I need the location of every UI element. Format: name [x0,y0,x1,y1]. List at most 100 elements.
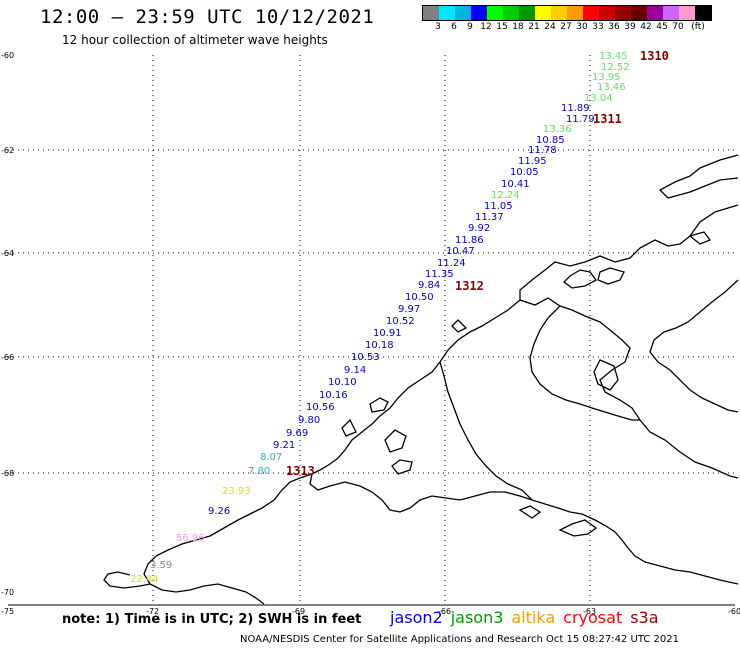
color-scale-label: 21 [528,22,540,32]
satellite-legend-item: cryosat [563,608,623,627]
wave-height-label: 13.95 [592,72,621,83]
color-swatch [663,6,679,20]
color-swatch [695,6,711,20]
wave-height-label: 9.14 [344,365,366,376]
wave-height-labels: 13.4512.5213.9513.4613.0411.8911.7913.36… [130,51,630,585]
wave-height-label: 13.45 [599,51,628,62]
wave-height-label: 10.53 [351,352,380,363]
color-swatch [519,6,535,20]
color-swatch [583,6,599,20]
lat-label: -64 [1,249,14,258]
wave-height-label: 9.97 [398,304,420,315]
wave-height-label: 9.69 [286,428,308,439]
wave-height-label: 13.04 [584,93,613,104]
lat-axis-labels: -60 -62 -64 -66 -68 -70 [1,51,14,597]
lon-label: -69 [292,607,305,616]
lat-label: -62 [1,146,14,155]
color-swatch [647,6,663,20]
color-scale-label: 27 [560,22,572,32]
wave-height-label: 11.37 [475,212,504,223]
wave-height-label: 11.89 [561,103,590,114]
footer-note: note: 1) Time is in UTC; 2) SWH is in fe… [62,612,362,627]
lat-label: -66 [1,353,14,362]
lon-axis-labels: -75 -72 -69 -66 -63 -60 [1,607,740,616]
wave-height-label: 11.86 [455,235,484,246]
lon-label: -63 [583,607,596,616]
wave-height-label: 10.47 [446,246,475,257]
wave-height-label: 12.24 [491,190,520,201]
color-swatch [631,6,647,20]
lat-label: -68 [1,469,14,478]
wave-height-label: 9.26 [208,506,230,517]
lat-label: -70 [1,588,14,597]
wave-height-label: 9.80 [298,415,320,426]
grid-lines [8,55,735,605]
color-swatch [567,6,583,20]
satellite-legend-item: jason2 [390,608,443,627]
color-scale-label: 70 [672,22,684,32]
satellite-legend-item: s3a [630,608,659,627]
color-scale-label: 45 [656,22,668,32]
color-swatch [679,6,695,20]
wave-height-label: 11.78 [528,145,557,156]
pass-time-labels: 1310 1311 1312 1313 [286,49,669,478]
wave-height-label: 12.52 [601,62,630,73]
color-swatch [455,6,471,20]
color-swatch [615,6,631,20]
color-swatch [471,6,487,20]
wave-height-label: 10.91 [373,328,402,339]
wave-height-label: 22.44 [130,574,159,585]
wave-height-label: 7.80 [248,466,270,477]
color-scale-label: 30 [576,22,588,32]
color-swatch [439,6,455,20]
color-scale-bar [422,5,712,21]
color-scale-label: 36 [608,22,620,32]
wave-height-label: 10.56 [306,402,335,413]
wave-height-label: 9.92 [468,223,490,234]
wave-height-label: 8.07 [260,452,282,463]
color-swatch [423,6,439,20]
color-scale-label: 15 [496,22,508,32]
wave-height-label: 13.46 [597,82,626,93]
color-scale-label: 24 [544,22,556,32]
wave-height-label: 10.41 [501,179,530,190]
color-scale-label: 6 [451,22,457,32]
wave-height-label: 13.36 [543,124,572,135]
lat-label: -60 [1,51,14,60]
wave-height-label: 10.05 [510,167,539,178]
page-subtitle: 12 hour collection of altimeter wave hei… [62,33,328,47]
wave-height-label: 11.95 [518,156,547,167]
page-title: 12:00 – 23:59 UTC 10/12/2021 [40,6,375,28]
color-scale-label: 12 [480,22,492,32]
pass-time-label: 1311 [593,112,622,126]
wave-height-label: 9.84 [418,280,440,291]
color-scale-label: 18 [512,22,524,32]
lon-label: -72 [146,607,159,616]
pass-time-label: 1310 [640,49,669,63]
satellite-legend-item: altika [511,608,556,627]
wave-height-label: 11.24 [437,258,466,269]
wave-height-label: 3.59 [150,560,172,571]
color-swatch [535,6,551,20]
wave-height-label: 9.21 [273,440,295,451]
wave-height-label: 23.93 [222,486,251,497]
wave-height-label: 56.96 [176,533,205,544]
color-scale-label: 42 [640,22,652,32]
color-scale-label: (ft) [691,22,705,32]
lon-label: -60 [728,607,740,616]
pass-time-label: 1312 [455,279,484,293]
wave-height-label: 10.50 [405,292,434,303]
coastline [103,154,739,605]
wave-height-label: 11.79 [566,114,595,125]
satellite-legend: jason2 jason3 altika cryosat s3a [390,608,667,627]
wave-height-label: 10.52 [386,316,415,327]
wave-height-label: 10.85 [536,135,565,146]
footer-credit: NOAA/NESDIS Center for Satellite Applica… [240,634,679,645]
lon-label: -75 [1,607,14,616]
color-scale-label: 39 [624,22,636,32]
color-scale-label: 3 [435,22,441,32]
color-scale-label: 9 [467,22,473,32]
color-swatch [599,6,615,20]
wave-height-label: 10.16 [319,390,348,401]
